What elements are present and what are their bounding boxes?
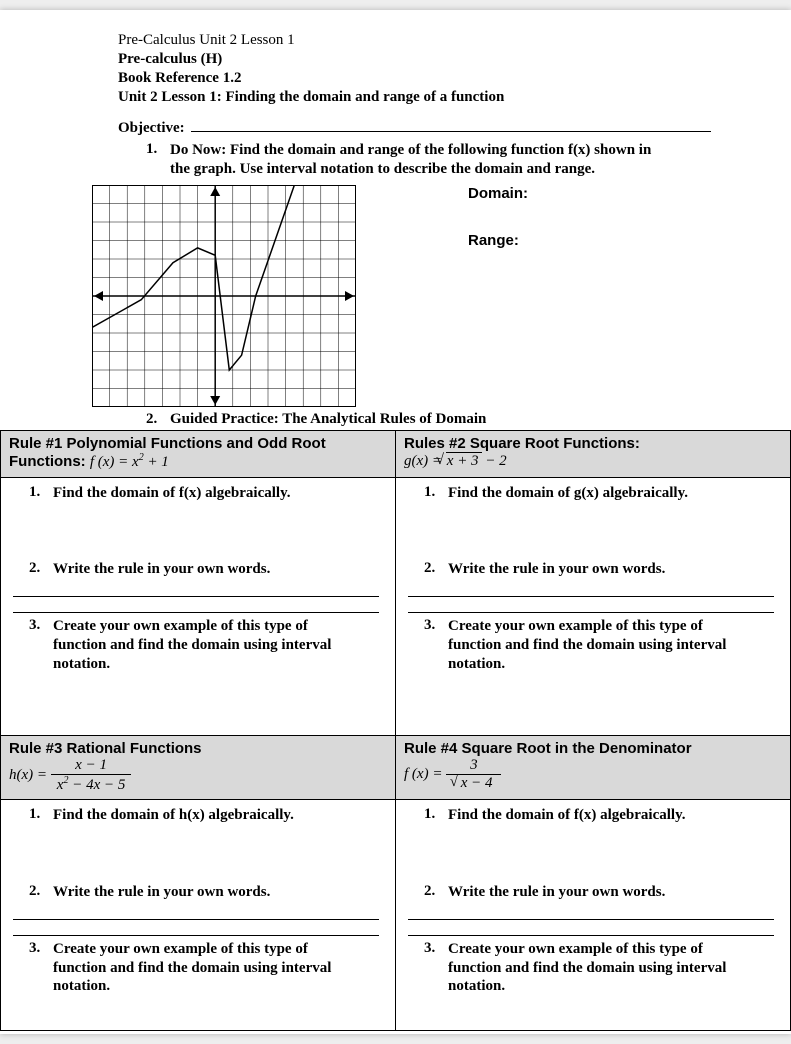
range-label: Range: [468, 232, 528, 249]
do-now-item: 1. Do Now: Find the domain and range of … [118, 141, 749, 179]
objective-blank [191, 118, 711, 132]
blank-line [13, 599, 379, 613]
guided-practice: 2. Guided Practice: The Analytical Rules… [118, 411, 749, 428]
blank-line [408, 906, 774, 920]
top-header: Pre-Calculus Unit 2 Lesson 1 [118, 32, 749, 49]
blank-line [13, 922, 379, 936]
do-now-number: 1. [146, 141, 170, 179]
rule-2-header: Rules #2 Square Root Functions: g(x) = x… [396, 430, 791, 477]
objective-label: Objective: [118, 120, 185, 137]
domain-label: Domain: [468, 185, 528, 202]
rule-4-formula: f (x) = 3 x − 4 [404, 766, 501, 782]
worksheet-page: Pre-Calculus Unit 2 Lesson 1 Pre-calculu… [0, 10, 791, 1034]
lesson-title: Unit 2 Lesson 1: Finding the domain and … [118, 89, 749, 106]
blank-line [408, 922, 774, 936]
domain-range-labels: Domain: Range: [356, 185, 528, 407]
blank-line [408, 599, 774, 613]
blank-line [408, 583, 774, 597]
blank-line [13, 906, 379, 920]
function-graph [92, 185, 356, 407]
objective-row: Objective: [118, 118, 749, 137]
blank-line [13, 583, 379, 597]
rule-4-body: 1.Find the domain of f(x) algebraically.… [396, 800, 791, 1031]
rule-3-formula: h(x) = x − 1x2 − 4x − 5 [9, 767, 131, 783]
guided-number: 2. [146, 411, 170, 428]
course-title: Pre-calculus (H) [118, 51, 749, 68]
book-reference: Book Reference 1.2 [118, 70, 749, 87]
rule-1-header: Rule #1 Polynomial Functions and Odd Roo… [1, 430, 396, 477]
rule-3-header: Rule #3 Rational Functions h(x) = x − 1x… [1, 736, 396, 800]
rule-2-formula: g(x) = x + 3 − 2 [404, 453, 507, 469]
do-now-text: Do Now: Find the domain and range of the… [170, 141, 749, 179]
rule-2-body: 1.Find the domain of g(x) algebraically.… [396, 477, 791, 736]
content: Pre-Calculus Unit 2 Lesson 1 Pre-calculu… [0, 32, 791, 428]
rules-table: Rule #1 Polynomial Functions and Odd Roo… [0, 430, 791, 1032]
guided-text: Guided Practice: The Analytical Rules of… [170, 411, 486, 428]
graph-box [92, 185, 356, 407]
rule-1-body: 1.Find the domain of f(x) algebraically.… [1, 477, 396, 736]
rule-3-body: 1.Find the domain of h(x) algebraically.… [1, 800, 396, 1031]
rule-1-formula: f (x) = x2 + 1 [90, 454, 169, 470]
rule-4-header: Rule #4 Square Root in the Denominator f… [396, 736, 791, 800]
graph-row: Domain: Range: [92, 185, 749, 407]
